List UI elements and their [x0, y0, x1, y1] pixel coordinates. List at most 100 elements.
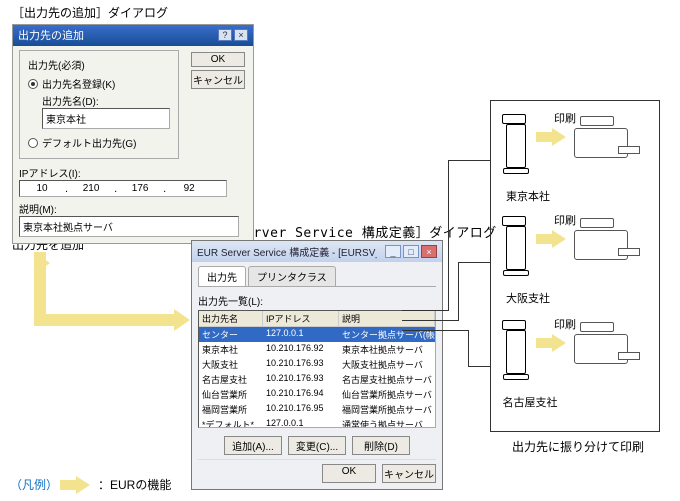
table-row[interactable]: センター127.0.0.1センター拠点サーバ(帳票管理サーバと同一 — [199, 327, 435, 342]
dialog2-titlebar: EUR Server Service 構成定義 - [EURSV_MAIN] _… — [192, 241, 442, 262]
flow-arrowhead-1 — [174, 309, 190, 331]
table-row[interactable]: *デフォルト*127.0.0.1通常使う拠点サーバ — [199, 417, 435, 427]
cell-desc: 福岡営業所拠点サーバ — [339, 402, 435, 417]
dest-name-label: 出力先名(D): — [42, 93, 172, 108]
connector-3b — [468, 330, 469, 366]
print-arrow-icon — [536, 334, 568, 352]
connector-1b — [448, 160, 449, 311]
connector-1c — [448, 160, 490, 161]
table-row[interactable]: 仙台営業所10.210.176.94仙台営業所拠点サーバ — [199, 387, 435, 402]
connector-3c — [468, 366, 490, 367]
add-button[interactable]: 追加(A)... — [224, 436, 282, 455]
cell-ip: 10.210.176.94 — [263, 387, 339, 402]
cell-name: 大阪支社 — [199, 357, 263, 372]
dest-tokyo — [492, 110, 662, 184]
cell-name: 福岡営業所 — [199, 402, 263, 417]
cell-name: 東京本社 — [199, 342, 263, 357]
desc-input[interactable]: 東京本社拠点サーバ — [19, 216, 239, 237]
cell-ip: 127.0.0.1 — [263, 417, 339, 427]
cell-desc: 仙台営業所拠点サーバ — [339, 387, 435, 402]
print-label-3: 印刷 — [554, 316, 576, 332]
dest-name-input[interactable]: 東京本社 — [42, 108, 170, 129]
legend-prefix: （凡例） — [10, 476, 58, 493]
maximize-icon[interactable]: □ — [403, 245, 419, 258]
dialog2-title: EUR Server Service 構成定義 - [EURSV_MAIN] — [197, 244, 377, 259]
radio-register-name-label: 出力先名登録(K) — [42, 76, 115, 91]
cell-desc: 東京本社拠点サーバ — [339, 342, 435, 357]
radio-default-dest[interactable] — [28, 138, 38, 148]
printer-icon — [574, 116, 630, 158]
help-icon[interactable]: ? — [218, 29, 232, 41]
dest-tokyo-label: 東京本社 — [498, 188, 558, 204]
tab-destinations[interactable]: 出力先 — [198, 266, 246, 286]
ok-button[interactable]: OK — [322, 464, 376, 483]
printer-icon — [574, 322, 630, 364]
cell-desc: 通常使う拠点サーバ — [339, 417, 435, 427]
ip-input[interactable]: 10. 210. 176. 92 — [19, 180, 227, 197]
cell-ip: 10.210.176.95 — [263, 402, 339, 417]
caption-route-print: 出力先に振り分けて印刷 — [512, 438, 644, 455]
ok-button[interactable]: OK — [191, 52, 245, 67]
tab-printer-class[interactable]: プリンタクラス — [248, 266, 336, 286]
cell-ip: 127.0.0.1 — [263, 327, 339, 342]
cell-ip: 10.210.176.92 — [263, 342, 339, 357]
add-destination-dialog: 出力先の追加 ? × OK キャンセル 出力先(必須) 出力先名登録(K) 出力… — [12, 24, 254, 244]
config-dialog: EUR Server Service 構成定義 - [EURSV_MAIN] _… — [191, 240, 443, 490]
close-icon[interactable]: × — [234, 29, 248, 41]
legend-arrow-icon — [60, 476, 92, 494]
print-arrow-icon — [536, 230, 568, 248]
dest-group-legend: 出力先(必須) — [28, 57, 172, 72]
cancel-button[interactable]: キャンセル — [191, 70, 245, 89]
dest-osaka-label: 大阪支社 — [498, 290, 558, 306]
ip-seg-4[interactable]: 92 — [169, 182, 209, 195]
cell-ip: 10.210.176.93 — [263, 372, 339, 387]
col-desc[interactable]: 説明 — [339, 311, 435, 327]
delete-button[interactable]: 削除(D) — [352, 436, 410, 455]
server-icon — [502, 114, 530, 184]
dest-nagoya-label: 名古屋支社 — [494, 394, 566, 410]
col-name[interactable]: 出力先名 — [199, 311, 263, 327]
dialog1-titlebar: 出力先の追加 ? × — [13, 25, 253, 46]
cell-desc: 名古屋支社拠点サーバ — [339, 372, 435, 387]
server-icon — [502, 216, 530, 286]
tabs: 出力先 プリンタクラス — [198, 266, 436, 287]
print-label-1: 印刷 — [554, 110, 576, 126]
connector-3a — [402, 330, 468, 331]
connector-2c — [458, 262, 490, 263]
printer-icon — [574, 218, 630, 260]
cell-ip: 10.210.176.93 — [263, 357, 339, 372]
legend-text: ：EURの機能 — [98, 476, 171, 493]
destination-table[interactable]: 出力先名 IPアドレス 説明 センター127.0.0.1センター拠点サーバ(帳票… — [198, 310, 436, 428]
connector-2a — [402, 320, 458, 321]
print-label-2: 印刷 — [554, 212, 576, 228]
desc-label: 説明(M): — [19, 201, 247, 216]
cell-name: *デフォルト* — [199, 417, 263, 427]
ip-seg-1[interactable]: 10 — [22, 182, 62, 195]
ip-seg-2[interactable]: 210 — [71, 182, 111, 195]
minimize-icon[interactable]: _ — [385, 245, 401, 258]
col-ip[interactable]: IPアドレス — [263, 311, 339, 327]
dialog1-title: 出力先の追加 — [18, 27, 84, 43]
cell-name: 名古屋支社 — [199, 372, 263, 387]
ip-seg-3[interactable]: 176 — [120, 182, 160, 195]
server-icon — [502, 320, 530, 390]
table-row[interactable]: 福岡営業所10.210.176.95福岡営業所拠点サーバ — [199, 402, 435, 417]
cell-name: センター — [199, 327, 263, 342]
print-arrow-icon — [536, 128, 568, 146]
caption-dlg1: ［出力先の追加］ダイアログ — [12, 4, 168, 21]
cancel-button[interactable]: キャンセル — [382, 464, 436, 483]
close-icon[interactable]: × — [421, 245, 437, 258]
connector-1a — [402, 310, 448, 311]
ip-label: IPアドレス(I): — [19, 165, 247, 180]
change-button[interactable]: 変更(C)... — [288, 436, 346, 455]
cell-name: 仙台営業所 — [199, 387, 263, 402]
radio-default-dest-label: デフォルト出力先(G) — [42, 135, 136, 150]
dest-osaka — [492, 212, 662, 286]
table-row[interactable]: 大阪支社10.210.176.93大阪支社拠点サーバ — [199, 357, 435, 372]
radio-register-name[interactable] — [28, 79, 38, 89]
dest-nagoya — [492, 316, 662, 390]
list-label: 出力先一覧(L): — [198, 293, 436, 308]
table-row[interactable]: 名古屋支社10.210.176.93名古屋支社拠点サーバ — [199, 372, 435, 387]
table-row[interactable]: 東京本社10.210.176.92東京本社拠点サーバ — [199, 342, 435, 357]
connector-2b — [458, 262, 459, 321]
